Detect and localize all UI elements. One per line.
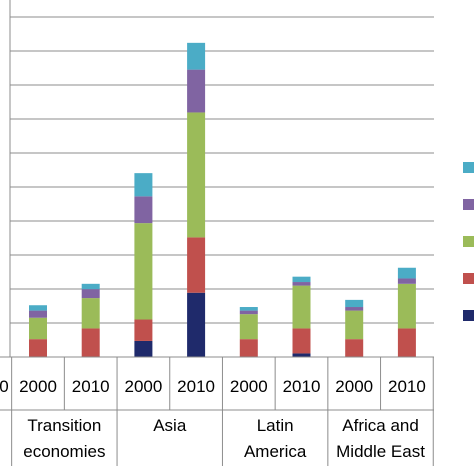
bar-segment: [29, 310, 47, 318]
bar-segment: [187, 42, 206, 70]
bar-segment: [134, 223, 153, 320]
bar-segment: [29, 305, 47, 311]
bar-segment: [292, 328, 311, 354]
bar-segment: [134, 340, 153, 357]
bar-segment: [345, 299, 364, 308]
bar-segment: [292, 353, 311, 357]
x-tick-label: 2000: [335, 377, 373, 396]
legend-swatch: [463, 199, 474, 210]
legend-swatch: [463, 310, 474, 321]
bar-segment: [397, 328, 416, 357]
bar-segment: [81, 283, 100, 290]
group-label: America: [244, 442, 307, 461]
x-tick-label: 2010: [177, 377, 215, 396]
group-label: Transition: [27, 416, 101, 435]
bar-segment: [345, 339, 364, 357]
bar-segment: [397, 278, 416, 284]
bar-segment: [239, 314, 258, 340]
x-tick-label: 2010: [72, 377, 110, 396]
bar-segment: [239, 307, 258, 311]
bar-segment: [292, 276, 311, 283]
x-tick-label: 2000: [230, 377, 268, 396]
group-labels: Transition economies Asia Latin America Afric…: [23, 416, 425, 461]
x-tick-labels: 0 2000 2010 2000 2010 2000 2010 2000 2010: [0, 377, 426, 396]
bar-segment: [81, 289, 100, 299]
bar-segment: [397, 283, 416, 329]
legend: [463, 162, 474, 321]
bar-segment: [397, 267, 416, 279]
legend-swatch: [463, 162, 474, 173]
x-tick-label: 2000: [19, 377, 57, 396]
group-label: economies: [23, 442, 105, 461]
legend-swatch: [463, 236, 474, 247]
bar-segment: [187, 292, 206, 357]
axes: [0, 0, 434, 466]
bar-segment: [187, 69, 206, 113]
bar-segment: [292, 285, 311, 329]
x-tick-label: 2010: [388, 377, 426, 396]
bar-segment: [29, 339, 47, 357]
bar-segment: [345, 310, 364, 340]
bar-segment: [134, 173, 153, 197]
bar-segment: [81, 298, 100, 329]
group-label: Africa and: [342, 416, 419, 435]
bar-segment: [345, 307, 364, 311]
x-tick-label: 0: [0, 377, 9, 396]
bar-segment: [81, 328, 100, 357]
bars: [29, 42, 416, 357]
bar-segment: [239, 310, 258, 315]
bar-segment: [187, 112, 206, 238]
bar-segment: [239, 339, 258, 357]
bar-segment: [29, 317, 47, 340]
group-label: Asia: [153, 416, 187, 435]
gridlines: [10, 16, 434, 358]
bar-segment: [187, 237, 206, 293]
bar-segment: [134, 196, 153, 224]
group-label: Middle East: [336, 442, 425, 461]
group-label: Latin: [257, 416, 294, 435]
bar-segment: [292, 282, 311, 286]
x-tick-label: 2000: [124, 377, 162, 396]
legend-swatch: [463, 273, 474, 284]
bar-segment: [134, 319, 153, 341]
x-tick-label: 2010: [283, 377, 321, 396]
